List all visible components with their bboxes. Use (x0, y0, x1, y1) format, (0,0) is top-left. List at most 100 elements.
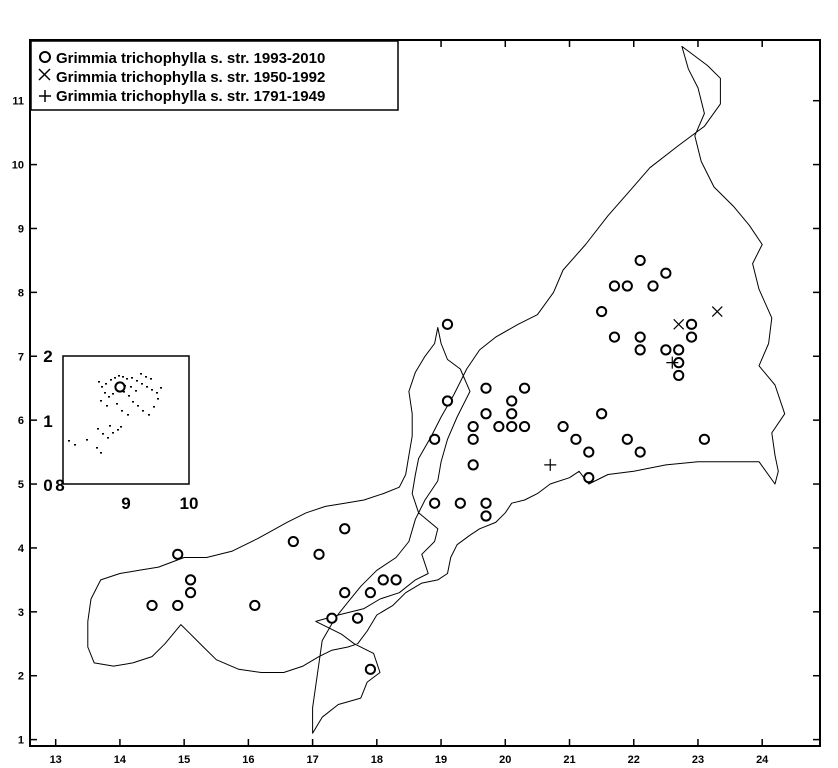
inset-island-speck (148, 414, 150, 416)
record-circle (339, 523, 351, 535)
record-circle (518, 420, 531, 433)
y-tick-label: 4 (18, 543, 25, 555)
y-tick-label: 7 (18, 351, 24, 363)
y-tick-label: 8 (18, 287, 24, 299)
record-circle (621, 280, 633, 292)
record-x (673, 318, 685, 330)
record-circle (480, 382, 492, 394)
record-circle (441, 395, 454, 407)
inset-island-speck (96, 447, 98, 449)
record-circle (429, 433, 441, 445)
y-tick-label: 10 (12, 160, 24, 172)
inset-island-speck (109, 425, 111, 427)
x-tick-label: 22 (628, 754, 640, 766)
inset-y-tick-1: 1 (43, 412, 52, 431)
inset-island-speck (86, 439, 88, 441)
inset-x-tick-10: 10 (180, 494, 199, 513)
record-circle (493, 420, 505, 433)
inset-x-tick-9: 9 (121, 494, 130, 513)
inset-x-tick-8: 8 (55, 476, 64, 495)
x-tick-label: 13 (50, 754, 62, 766)
inset-island-speck (100, 400, 102, 402)
record-circle (429, 497, 441, 509)
record-circle (390, 574, 402, 586)
record-circle (608, 331, 621, 343)
record-circle (518, 382, 531, 394)
record-circle (660, 267, 672, 279)
inset-island-speck (132, 401, 134, 403)
record-plus (666, 356, 679, 369)
inset-island-speck (110, 379, 112, 381)
record-circle (634, 254, 646, 267)
inset-island-speck (98, 381, 100, 383)
inset-island-speck (104, 392, 106, 394)
record-circle (480, 408, 492, 420)
inset-island-speck (122, 376, 124, 378)
record-circle (480, 510, 492, 522)
y-tick-label: 9 (18, 223, 24, 235)
record-circle (480, 497, 492, 509)
inset-island-speck (101, 386, 103, 388)
record-circle (441, 318, 454, 330)
inset-location-circle (114, 381, 126, 393)
inset-island-speck (140, 373, 142, 375)
inset-island-speck (74, 444, 76, 446)
record-plus (544, 458, 557, 471)
inset-island-speck (156, 392, 158, 394)
record-circle (339, 587, 351, 599)
record-circle (377, 574, 389, 586)
y-tick-label: 11 (12, 96, 24, 108)
inset-island-speck (116, 403, 118, 405)
x-tick-label: 17 (306, 754, 318, 766)
record-circle (685, 331, 698, 343)
record-circle (685, 318, 698, 330)
inset-island-speck (153, 406, 155, 408)
record-circle (454, 497, 466, 509)
x-tick-label: 18 (371, 754, 383, 766)
record-circle (570, 433, 582, 445)
record-circle (621, 433, 633, 445)
y-tick-label: 5 (18, 479, 24, 491)
inset-island-speck (131, 377, 133, 379)
inset-island-speck (130, 386, 132, 388)
y-tick-label: 2 (18, 671, 24, 683)
y-tick-label: 6 (18, 415, 24, 427)
record-circle (506, 395, 518, 407)
record-circle (172, 548, 184, 560)
record-circle (634, 331, 646, 343)
record-circle (583, 446, 595, 458)
inset-y-tick-0: 0 (43, 476, 52, 495)
inset-island-speck (151, 389, 153, 391)
legend-circle-marker (39, 51, 51, 63)
record-circle (506, 408, 518, 420)
x-tick-label: 14 (114, 754, 127, 766)
x-tick-label: 21 (563, 754, 575, 766)
inset-island-speck (135, 390, 137, 392)
inset-y-tick-2: 2 (43, 347, 52, 366)
legend-label-1993-2010: Grimmia trichophylla s. str. 1993-2010 (56, 50, 325, 67)
y-tick-label: 1 (18, 735, 24, 747)
record-circle (364, 663, 377, 675)
record-circle (467, 433, 479, 445)
inset-island-speck (127, 414, 129, 416)
inset-island-speck (68, 440, 70, 442)
record-circle (467, 420, 479, 433)
record-circle (351, 612, 364, 624)
record-circle (634, 446, 646, 458)
legend-box (30, 40, 399, 111)
inset-frame (62, 355, 190, 485)
record-circle (698, 433, 710, 445)
x-tick-label: 23 (692, 754, 704, 766)
record-circle (634, 344, 646, 356)
inset-island-speck (114, 377, 116, 379)
record-circle (326, 612, 338, 624)
record-circle (557, 420, 569, 433)
record-circle (673, 344, 685, 356)
inset-island-speck (112, 432, 114, 434)
inset-map: 8 9 10 0 1 2 (43, 347, 198, 513)
inset-island-speck (120, 426, 122, 428)
inset-islands (68, 373, 162, 454)
record-circle (364, 587, 377, 599)
inset-island-speck (136, 380, 138, 382)
